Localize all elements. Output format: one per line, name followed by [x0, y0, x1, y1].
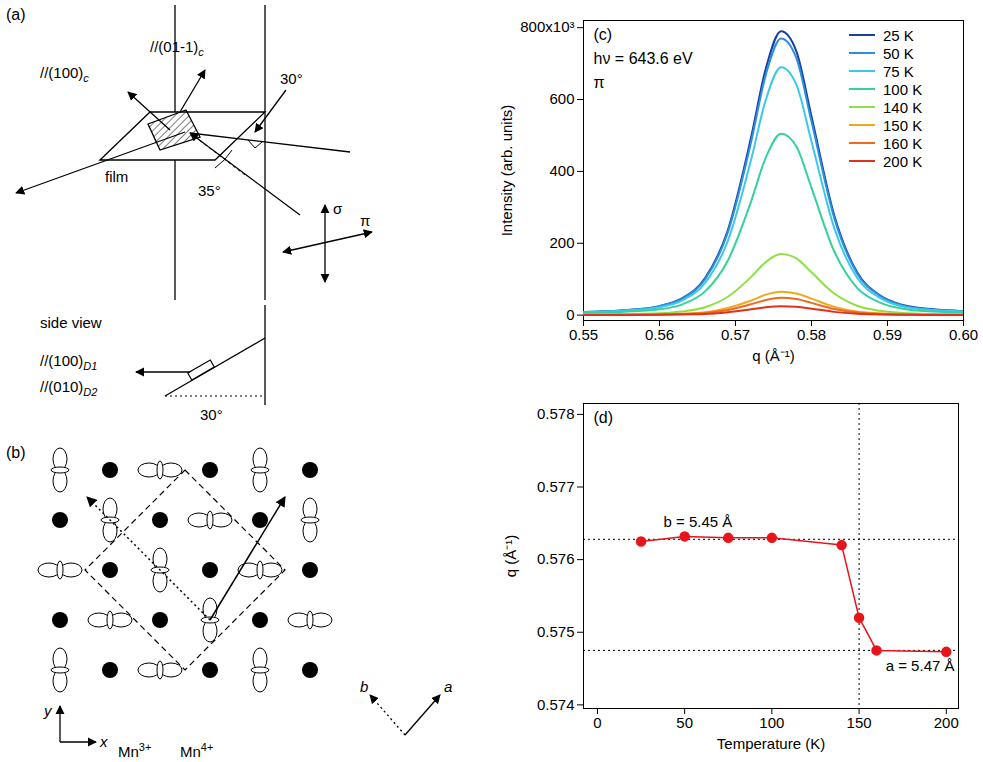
- html-text:160 K: 160 K: [883, 134, 923, 152]
- svg-text:800x10³: 800x10³: [520, 18, 574, 35]
- svg-text:50: 50: [676, 714, 693, 731]
- svg-text:a: a: [444, 678, 452, 695]
- svg-text:0.574: 0.574: [537, 696, 575, 713]
- svg-text:600: 600: [549, 90, 574, 107]
- svg-text:Mn3+: Mn3+: [118, 741, 151, 760]
- html-text:100 K: 100 K: [883, 80, 923, 98]
- svg-text://(010)D2: //(010)D2: [40, 378, 97, 398]
- svg-text:y: y: [43, 702, 53, 719]
- svg-text:0: 0: [566, 306, 574, 323]
- svg-text:0.59: 0.59: [873, 326, 902, 343]
- svg-text:Mn4+: Mn4+: [180, 741, 213, 760]
- svg-text://(100)c: //(100)c: [40, 64, 89, 84]
- html-text:50 K: 50 K: [883, 44, 914, 62]
- svg-text:0.56: 0.56: [645, 326, 674, 343]
- svg-text:0.60: 0.60: [949, 326, 978, 343]
- svg-text:0.575: 0.575: [537, 623, 575, 640]
- svg-text:100: 100: [759, 714, 784, 731]
- svg-text:0: 0: [593, 714, 601, 731]
- svg-text:(a): (a): [6, 6, 26, 23]
- svg-text:0.578: 0.578: [537, 405, 575, 422]
- svg-text:x: x: [99, 733, 108, 750]
- svg-text:150: 150: [847, 714, 872, 731]
- svg-text:π: π: [360, 212, 370, 229]
- svg-text://(01-1)c: //(01-1)c: [150, 38, 204, 58]
- svg-text:0.58: 0.58: [797, 326, 826, 343]
- svg-text://(100)D1: //(100)D1: [40, 352, 97, 372]
- svg-text:b = 5.45 Å: b = 5.45 Å: [664, 513, 733, 530]
- svg-text:0.577: 0.577: [537, 478, 575, 495]
- svg-text:side view: side view: [40, 314, 102, 331]
- svg-text:film: film: [105, 168, 128, 185]
- svg-text:a = 5.47 Å: a = 5.47 Å: [886, 657, 955, 674]
- svg-text:0.55: 0.55: [569, 326, 598, 343]
- svg-text:π: π: [594, 74, 605, 91]
- svg-text:(d): (d): [594, 409, 614, 426]
- svg-text:(c): (c): [594, 26, 613, 43]
- svg-text:σ: σ: [333, 200, 343, 217]
- svg-text:200: 200: [549, 234, 574, 251]
- svg-text:q (Å⁻¹): q (Å⁻¹): [502, 535, 519, 578]
- html-text:150 K: 150 K: [883, 116, 923, 134]
- svg-text:Temperature (K): Temperature (K): [717, 735, 825, 752]
- html-text:75 K: 75 K: [883, 62, 914, 80]
- svg-text:Intensity (arb. units): Intensity (arb. units): [498, 105, 515, 237]
- html-text:25 K: 25 K: [883, 26, 914, 44]
- svg-text:30°: 30°: [200, 406, 223, 423]
- svg-text:q (Å⁻¹): q (Å⁻¹): [752, 347, 795, 364]
- svg-text:0.57: 0.57: [721, 326, 750, 343]
- svg-text:400: 400: [549, 162, 574, 179]
- svg-text:(b): (b): [6, 444, 26, 461]
- svg-text:30°: 30°: [280, 70, 303, 87]
- svg-text:b: b: [360, 678, 368, 695]
- svg-text:0.576: 0.576: [537, 550, 575, 567]
- svg-text:35°: 35°: [198, 182, 221, 199]
- svg-text:200: 200: [934, 714, 959, 731]
- html-text:140 K: 140 K: [883, 98, 923, 116]
- html-text:200 K: 200 K: [883, 152, 923, 170]
- svg-text:hν = 643.6 eV: hν = 643.6 eV: [594, 50, 694, 67]
